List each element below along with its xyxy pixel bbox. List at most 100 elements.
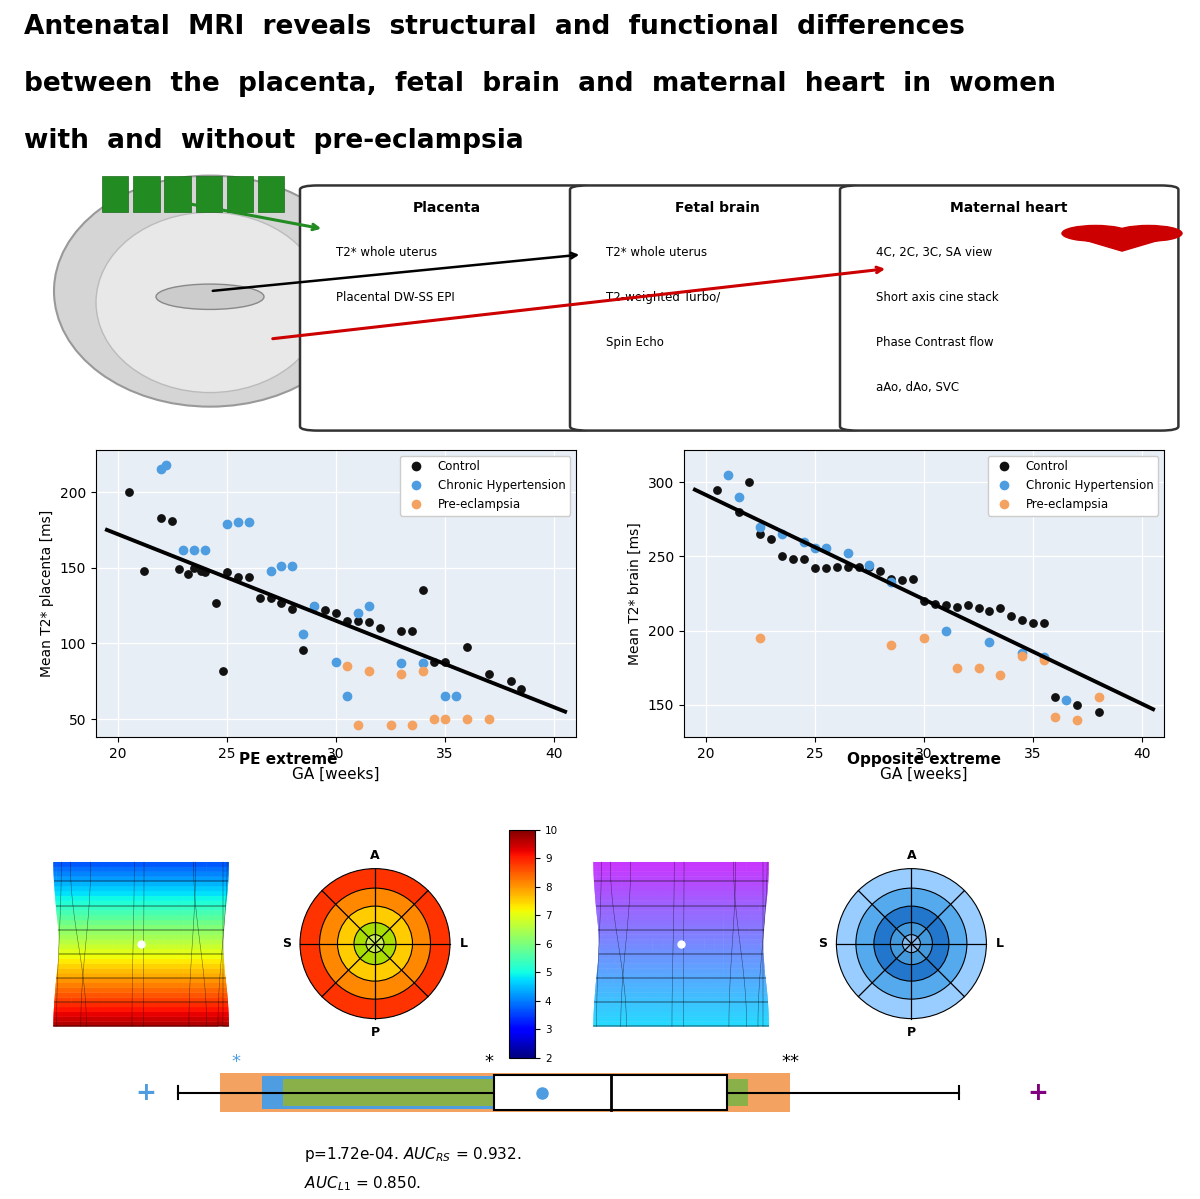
- Polygon shape: [132, 920, 144, 924]
- Polygon shape: [65, 905, 70, 910]
- Polygon shape: [715, 920, 724, 924]
- Polygon shape: [713, 1017, 724, 1022]
- Polygon shape: [84, 983, 89, 988]
- Polygon shape: [163, 915, 174, 920]
- Polygon shape: [763, 862, 768, 867]
- Polygon shape: [144, 964, 155, 969]
- Text: +: +: [136, 1080, 156, 1104]
- Polygon shape: [630, 993, 636, 998]
- Polygon shape: [755, 900, 760, 905]
- Polygon shape: [112, 910, 121, 915]
- Polygon shape: [62, 1007, 71, 1012]
- Polygon shape: [184, 924, 191, 929]
- Polygon shape: [661, 910, 672, 915]
- Polygon shape: [650, 862, 660, 867]
- Polygon shape: [754, 983, 761, 988]
- Polygon shape: [599, 950, 602, 954]
- Polygon shape: [144, 924, 155, 929]
- Polygon shape: [173, 886, 184, 891]
- Polygon shape: [143, 900, 152, 905]
- Polygon shape: [760, 924, 763, 929]
- Polygon shape: [760, 983, 763, 988]
- Polygon shape: [175, 1007, 184, 1012]
- Polygon shape: [102, 876, 110, 881]
- Polygon shape: [763, 891, 767, 896]
- Polygon shape: [763, 1007, 767, 1012]
- Polygon shape: [76, 964, 82, 969]
- Polygon shape: [619, 983, 624, 988]
- Polygon shape: [760, 954, 763, 959]
- Point: [250, 589, 269, 608]
- Polygon shape: [132, 876, 144, 881]
- Polygon shape: [164, 945, 174, 950]
- Polygon shape: [206, 1017, 216, 1022]
- Polygon shape: [760, 978, 764, 983]
- Polygon shape: [661, 993, 672, 998]
- Polygon shape: [95, 954, 103, 959]
- Polygon shape: [732, 939, 740, 945]
- Polygon shape: [673, 934, 684, 939]
- Polygon shape: [221, 945, 223, 950]
- Polygon shape: [82, 876, 86, 881]
- Polygon shape: [749, 924, 755, 929]
- Polygon shape: [643, 900, 654, 905]
- Polygon shape: [77, 881, 82, 886]
- Polygon shape: [54, 876, 56, 881]
- Polygon shape: [665, 998, 674, 1002]
- Polygon shape: [654, 1007, 665, 1012]
- Polygon shape: [212, 945, 218, 950]
- Text: Placenta: Placenta: [413, 201, 481, 215]
- Polygon shape: [115, 867, 125, 872]
- Polygon shape: [612, 993, 622, 998]
- Polygon shape: [90, 993, 96, 998]
- Polygon shape: [601, 1017, 607, 1022]
- Polygon shape: [713, 910, 724, 915]
- Polygon shape: [724, 950, 733, 954]
- Polygon shape: [734, 881, 738, 886]
- Polygon shape: [112, 905, 121, 910]
- Polygon shape: [743, 969, 751, 974]
- Polygon shape: [218, 1022, 223, 1026]
- Polygon shape: [114, 1007, 125, 1012]
- Polygon shape: [124, 969, 133, 974]
- Polygon shape: [642, 886, 650, 891]
- Polygon shape: [684, 900, 696, 905]
- Polygon shape: [144, 1017, 156, 1022]
- Polygon shape: [95, 910, 102, 915]
- Polygon shape: [121, 1002, 132, 1007]
- Polygon shape: [652, 910, 661, 915]
- Polygon shape: [132, 969, 144, 974]
- Polygon shape: [617, 950, 625, 954]
- Polygon shape: [602, 872, 611, 876]
- Point: [1045, 688, 1064, 707]
- Polygon shape: [66, 1002, 72, 1007]
- Polygon shape: [742, 929, 750, 934]
- Polygon shape: [220, 905, 224, 910]
- Polygon shape: [94, 929, 103, 934]
- Polygon shape: [632, 862, 643, 867]
- Polygon shape: [761, 920, 763, 924]
- Polygon shape: [56, 1002, 61, 1007]
- Polygon shape: [56, 886, 61, 891]
- Point: [751, 628, 770, 647]
- Polygon shape: [724, 881, 736, 886]
- Polygon shape: [152, 905, 163, 910]
- Polygon shape: [71, 862, 80, 867]
- Polygon shape: [84, 924, 94, 929]
- Polygon shape: [194, 974, 204, 978]
- Polygon shape: [742, 1022, 746, 1026]
- Polygon shape: [673, 905, 683, 910]
- Polygon shape: [694, 910, 703, 915]
- Polygon shape: [89, 974, 95, 978]
- Polygon shape: [714, 954, 724, 959]
- Polygon shape: [202, 1012, 208, 1017]
- Polygon shape: [85, 939, 94, 945]
- Polygon shape: [70, 896, 76, 900]
- Polygon shape: [176, 1022, 184, 1026]
- Point: [436, 687, 455, 706]
- Polygon shape: [86, 950, 95, 954]
- Polygon shape: [206, 910, 211, 915]
- Polygon shape: [72, 1012, 78, 1017]
- Polygon shape: [155, 964, 166, 969]
- Polygon shape: [620, 929, 628, 934]
